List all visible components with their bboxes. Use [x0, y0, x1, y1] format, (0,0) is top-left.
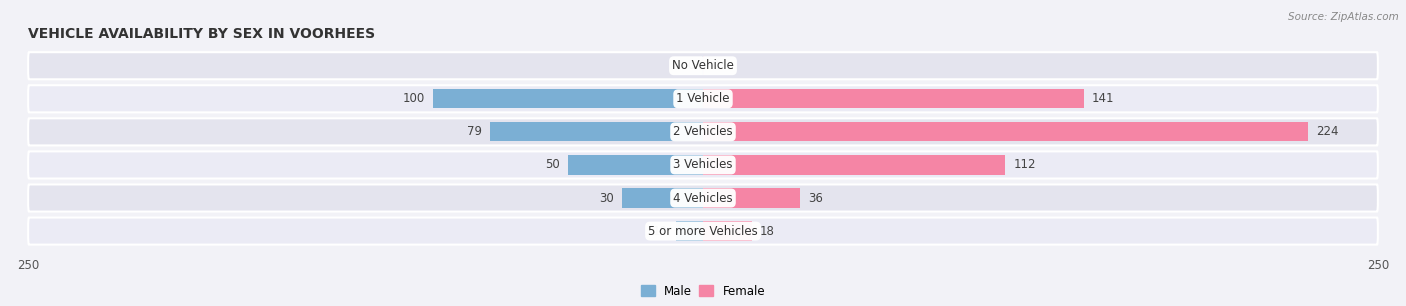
Text: VEHICLE AVAILABILITY BY SEX IN VOORHEES: VEHICLE AVAILABILITY BY SEX IN VOORHEES — [28, 27, 375, 41]
Text: 2 Vehicles: 2 Vehicles — [673, 125, 733, 138]
FancyBboxPatch shape — [28, 218, 1378, 244]
Text: 18: 18 — [759, 225, 775, 237]
Text: 141: 141 — [1091, 92, 1114, 105]
Bar — [621, 188, 703, 207]
Bar — [489, 122, 703, 141]
Text: 224: 224 — [1316, 125, 1339, 138]
Text: 30: 30 — [599, 192, 614, 204]
FancyBboxPatch shape — [28, 185, 1378, 211]
Text: 100: 100 — [402, 92, 425, 105]
Legend: Male, Female: Male, Female — [636, 280, 770, 302]
FancyBboxPatch shape — [28, 85, 1378, 112]
Text: 3 Vehicles: 3 Vehicles — [673, 159, 733, 171]
Bar — [703, 122, 1308, 141]
Text: 36: 36 — [808, 192, 823, 204]
Bar — [703, 188, 800, 207]
Text: 4 Vehicles: 4 Vehicles — [673, 192, 733, 204]
Text: 1 Vehicle: 1 Vehicle — [676, 92, 730, 105]
Text: 79: 79 — [467, 125, 482, 138]
Bar — [703, 89, 1084, 108]
Text: 5 or more Vehicles: 5 or more Vehicles — [648, 225, 758, 237]
Bar — [568, 155, 703, 174]
Bar — [703, 222, 752, 241]
Text: 50: 50 — [546, 159, 560, 171]
Text: No Vehicle: No Vehicle — [672, 59, 734, 72]
FancyBboxPatch shape — [28, 52, 1378, 79]
Bar — [703, 155, 1005, 174]
Text: 0: 0 — [711, 59, 718, 72]
Text: 10: 10 — [652, 225, 668, 237]
Text: 112: 112 — [1014, 159, 1036, 171]
Text: Source: ZipAtlas.com: Source: ZipAtlas.com — [1288, 12, 1399, 22]
Bar — [433, 89, 703, 108]
FancyBboxPatch shape — [28, 118, 1378, 145]
Text: 0: 0 — [688, 59, 695, 72]
FancyBboxPatch shape — [28, 151, 1378, 178]
Bar — [676, 222, 703, 241]
